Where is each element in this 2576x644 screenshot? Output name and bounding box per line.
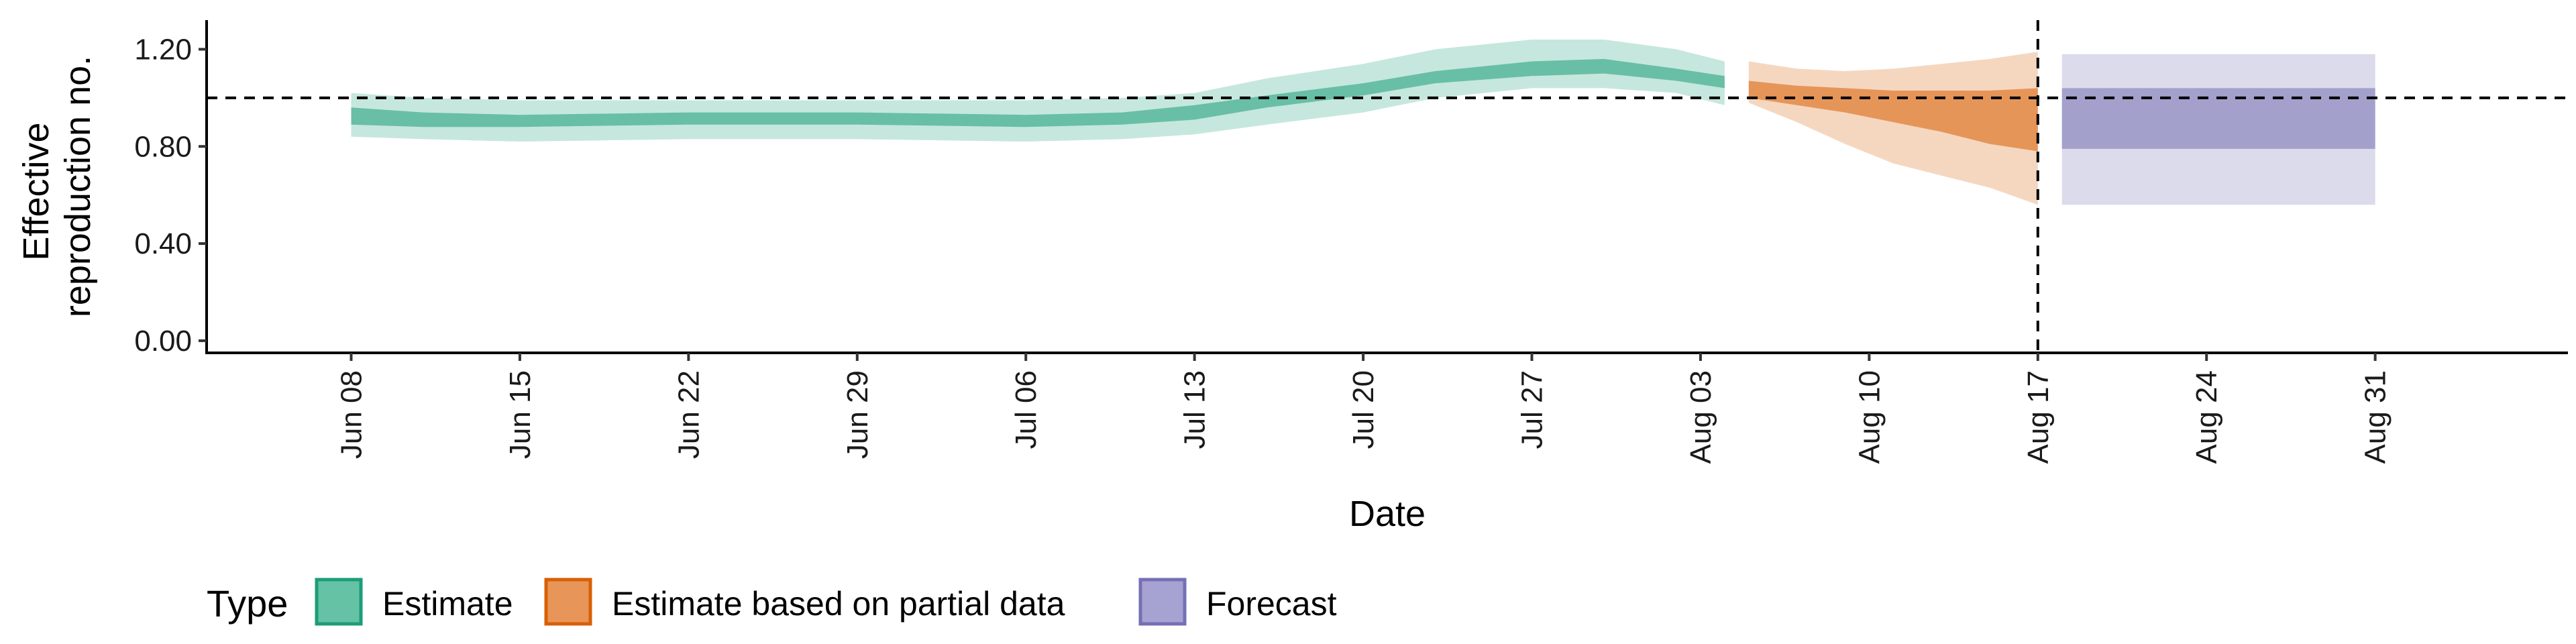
x-axis-title: Date <box>1349 494 1426 534</box>
x-tick-label: Jul 06 <box>1010 370 1042 449</box>
band-50-estimate-based-on-partial-data <box>1748 80 2038 152</box>
legend-swatch <box>1138 578 1187 626</box>
x-tick-label: Aug 03 <box>1684 370 1717 464</box>
x-tick-label: Aug 31 <box>2359 370 2392 464</box>
x-tick-label: Jul 13 <box>1179 370 1212 449</box>
y-axis-title: Effective reproduction no. <box>16 56 98 317</box>
x-tick-label: Aug 24 <box>2190 370 2223 464</box>
band-50-forecast <box>2061 88 2375 149</box>
x-tick-label: Jul 27 <box>1516 370 1549 449</box>
y-axis-title-line1: Effective <box>16 122 56 260</box>
y-ticks: 0.00 0.40 0.80 1.20 <box>134 33 207 358</box>
y-axis-title-line2: reproduction no. <box>58 56 98 317</box>
x-tick-label: Jun 08 <box>335 370 368 459</box>
y-tick-label: 1.20 <box>134 33 192 66</box>
bands-layer <box>351 40 2375 205</box>
legend-label: Forecast <box>1206 585 1337 623</box>
y-tick-label: 0.80 <box>134 130 192 163</box>
legend-swatch <box>315 578 363 626</box>
x-tick-label: Jun 15 <box>504 370 537 459</box>
x-tick-label: Jul 20 <box>1347 370 1380 449</box>
legend: Type Estimate Estimate based on partial d… <box>207 578 1337 626</box>
axes <box>205 20 2568 354</box>
legend-swatch <box>544 578 592 626</box>
y-tick-label: 0.00 <box>134 325 192 358</box>
x-tick-label: Aug 10 <box>1853 370 1886 464</box>
band-50-estimate <box>351 58 1725 127</box>
x-tick-label: Jun 22 <box>672 370 705 459</box>
legend-title: Type <box>207 582 288 625</box>
x-tick-label: Jun 29 <box>841 370 874 459</box>
y-tick-label: 0.40 <box>134 227 192 260</box>
x-tick-label: Aug 17 <box>2022 370 2055 464</box>
legend-label: Estimate based on partial data <box>612 585 1065 623</box>
x-ticks: Jun 08 Jun 15 Jun 22 Jun 29 Jul 06 Jul 13 Jul … <box>335 353 2392 464</box>
legend-label: Estimate <box>382 585 513 623</box>
